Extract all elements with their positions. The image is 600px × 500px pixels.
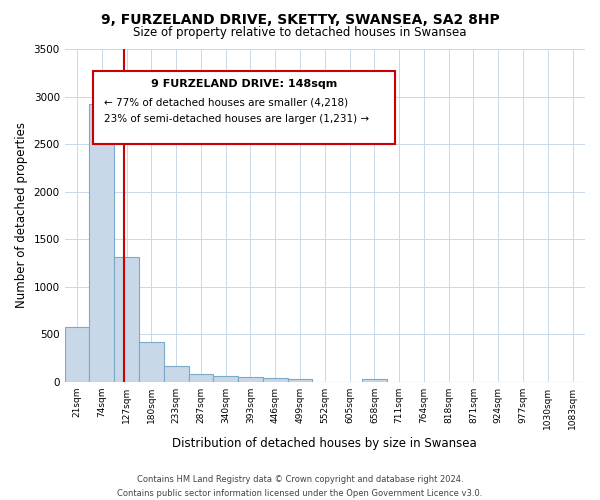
Text: Size of property relative to detached houses in Swansea: Size of property relative to detached ho… — [133, 26, 467, 39]
Text: 9, FURZELAND DRIVE, SKETTY, SWANSEA, SA2 8HP: 9, FURZELAND DRIVE, SKETTY, SWANSEA, SA2… — [101, 12, 499, 26]
Bar — [287, 379, 313, 382]
Text: 9 FURZELAND DRIVE: 148sqm: 9 FURZELAND DRIVE: 148sqm — [151, 79, 337, 89]
Bar — [238, 377, 263, 382]
Text: Contains HM Land Registry data © Crown copyright and database right 2024.
Contai: Contains HM Land Registry data © Crown c… — [118, 476, 482, 498]
Bar — [263, 378, 287, 382]
Bar — [164, 366, 188, 382]
Text: ← 77% of detached houses are smaller (4,218): ← 77% of detached houses are smaller (4,… — [104, 97, 348, 107]
Bar — [89, 104, 114, 382]
Bar — [214, 376, 238, 382]
Y-axis label: Number of detached properties: Number of detached properties — [15, 122, 28, 308]
Text: 23% of semi-detached houses are larger (1,231) →: 23% of semi-detached houses are larger (… — [104, 114, 369, 124]
Bar — [362, 380, 387, 382]
X-axis label: Distribution of detached houses by size in Swansea: Distribution of detached houses by size … — [172, 437, 477, 450]
Bar — [114, 257, 139, 382]
FancyBboxPatch shape — [93, 70, 395, 144]
Bar — [188, 374, 214, 382]
Bar — [139, 342, 164, 382]
Bar — [65, 327, 89, 382]
